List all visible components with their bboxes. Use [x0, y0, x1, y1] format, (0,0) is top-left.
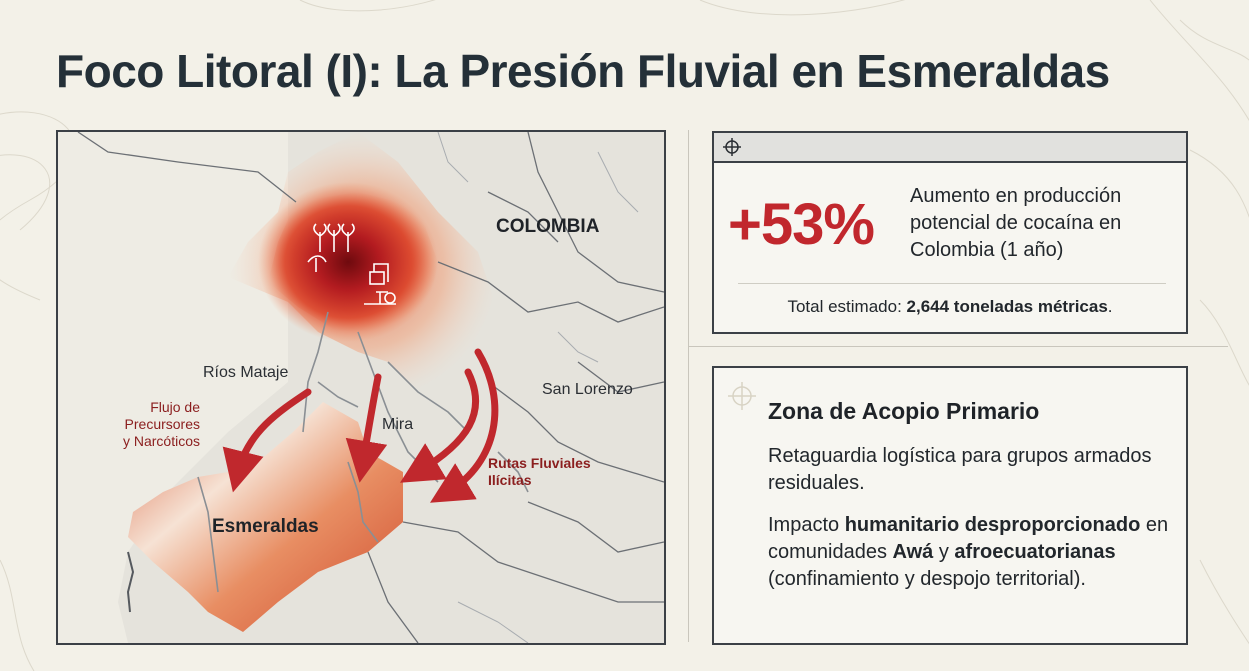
stat-description: Aumento en producción potencial de cocaí…: [910, 185, 1122, 261]
svg-text:Flujo de: Flujo de: [150, 399, 200, 415]
stat-total: Total estimado: 2,644 toneladas métricas…: [787, 297, 1113, 316]
regional-map: COLOMBIA Ríos Mataje San Lorenzo Mira Es…: [56, 130, 666, 645]
flow-arrow-icon: [222, 348, 499, 503]
label-esmeraldas: Esmeraldas: [212, 516, 319, 537]
label-mira: Mira: [382, 416, 413, 433]
label-flujo: Flujo de Precursores y Narcóticos: [123, 399, 200, 449]
stat-card-header: [714, 133, 1186, 163]
esmeraldas-region: [128, 402, 403, 632]
label-colombia: COLOMBIA: [496, 216, 600, 237]
horizontal-divider: [688, 346, 1228, 347]
svg-text:Precursores: Precursores: [125, 416, 200, 432]
stat-value: +53%: [728, 192, 875, 257]
vertical-divider: [688, 130, 689, 642]
crops-icon: [307, 223, 355, 272]
svg-text:Rutas Fluviales: Rutas Fluviales: [488, 455, 591, 471]
svg-text:y Narcóticos: y Narcóticos: [123, 433, 200, 449]
label-rutas: Rutas Fluviales Ilícitas: [488, 455, 591, 488]
production-stat-card: +53% Aumento en producción potencial de …: [712, 131, 1188, 334]
crosshair-icon: [723, 138, 741, 156]
zone-paragraph-logistics: Retaguardia logística para grupos armado…: [768, 445, 1152, 494]
lab-icon: [364, 263, 396, 305]
crosshair-icon: [728, 382, 756, 410]
stat-rule: [738, 283, 1166, 284]
zone-title: Zona de Acopio Primario: [768, 398, 1040, 424]
zone-paragraph-impact: Impacto humanitario desproporcionado en …: [768, 514, 1169, 590]
label-rios-mataje: Ríos Mataje: [203, 364, 288, 381]
svg-text:Ilícitas: Ilícitas: [488, 472, 532, 488]
label-san-lorenzo: San Lorenzo: [542, 381, 633, 398]
zone-info-card: Zona de Acopio Primario Retaguardia logí…: [712, 366, 1188, 645]
page-title: Foco Litoral (I): La Presión Fluvial en …: [56, 45, 1110, 97]
